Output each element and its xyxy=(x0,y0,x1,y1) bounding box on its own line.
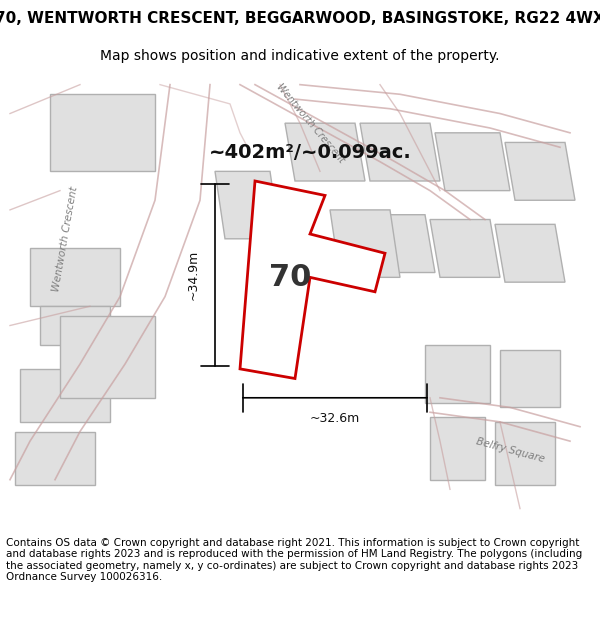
Polygon shape xyxy=(495,422,555,484)
Text: ~34.9m: ~34.9m xyxy=(187,250,200,300)
Polygon shape xyxy=(50,94,155,171)
Polygon shape xyxy=(330,210,400,278)
Polygon shape xyxy=(285,123,365,181)
Text: Wentworth Crescent: Wentworth Crescent xyxy=(274,82,346,165)
Polygon shape xyxy=(360,123,440,181)
Polygon shape xyxy=(425,345,490,403)
Polygon shape xyxy=(505,142,575,200)
Polygon shape xyxy=(435,132,510,191)
Polygon shape xyxy=(500,349,560,408)
Polygon shape xyxy=(60,316,155,398)
Polygon shape xyxy=(15,431,95,484)
Polygon shape xyxy=(40,306,110,345)
Polygon shape xyxy=(30,248,120,306)
Text: ~402m²/~0.099ac.: ~402m²/~0.099ac. xyxy=(209,142,412,162)
Text: Map shows position and indicative extent of the property.: Map shows position and indicative extent… xyxy=(100,49,500,63)
Polygon shape xyxy=(240,181,385,379)
Text: ~32.6m: ~32.6m xyxy=(310,412,360,425)
Polygon shape xyxy=(430,219,500,278)
Text: Belfry Square: Belfry Square xyxy=(475,437,545,465)
Text: Wentworth Crescent: Wentworth Crescent xyxy=(51,186,79,292)
Polygon shape xyxy=(365,215,435,272)
Text: Contains OS data © Crown copyright and database right 2021. This information is : Contains OS data © Crown copyright and d… xyxy=(6,538,582,582)
Polygon shape xyxy=(495,224,565,282)
Polygon shape xyxy=(20,369,110,422)
Text: 70: 70 xyxy=(269,263,311,292)
Polygon shape xyxy=(215,171,280,239)
Text: 70, WENTWORTH CRESCENT, BEGGARWOOD, BASINGSTOKE, RG22 4WX: 70, WENTWORTH CRESCENT, BEGGARWOOD, BASI… xyxy=(0,11,600,26)
Polygon shape xyxy=(430,417,485,480)
